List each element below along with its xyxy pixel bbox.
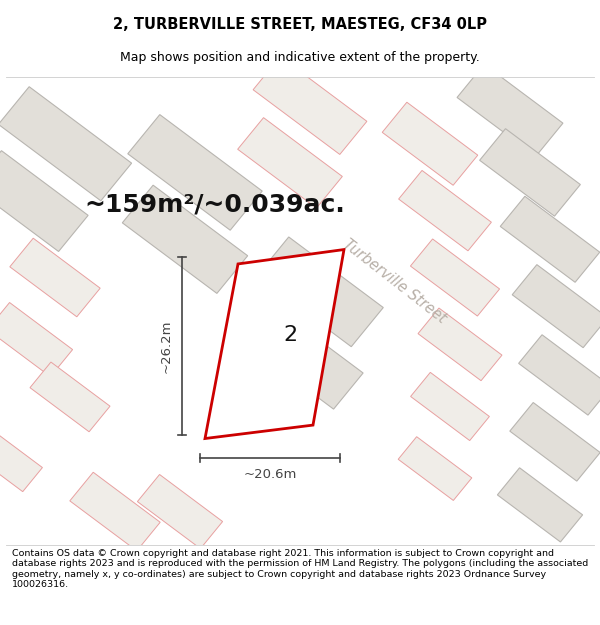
Polygon shape — [238, 118, 343, 208]
Polygon shape — [457, 64, 563, 156]
Text: ~159m²/~0.039ac.: ~159m²/~0.039ac. — [85, 192, 346, 216]
Polygon shape — [257, 237, 383, 347]
Text: Map shows position and indicative extent of the property.: Map shows position and indicative extent… — [120, 51, 480, 64]
Polygon shape — [122, 185, 248, 293]
Polygon shape — [0, 302, 73, 377]
Polygon shape — [137, 474, 223, 549]
Polygon shape — [128, 114, 262, 230]
Polygon shape — [500, 196, 600, 282]
Polygon shape — [10, 238, 100, 317]
Polygon shape — [253, 57, 367, 154]
Polygon shape — [510, 402, 600, 481]
Polygon shape — [479, 129, 580, 216]
Polygon shape — [410, 239, 500, 316]
Polygon shape — [410, 372, 490, 441]
Polygon shape — [382, 102, 478, 185]
Text: Turberville Street: Turberville Street — [341, 236, 449, 326]
Text: Contains OS data © Crown copyright and database right 2021. This information is : Contains OS data © Crown copyright and d… — [12, 549, 588, 589]
Text: ~20.6m: ~20.6m — [244, 468, 296, 481]
Text: 2: 2 — [283, 325, 297, 345]
Polygon shape — [518, 335, 600, 415]
Polygon shape — [205, 249, 344, 439]
Polygon shape — [497, 468, 583, 542]
Polygon shape — [0, 87, 131, 201]
Polygon shape — [0, 426, 43, 492]
Polygon shape — [398, 437, 472, 501]
Text: 2, TURBERVILLE STREET, MAESTEG, CF34 0LP: 2, TURBERVILLE STREET, MAESTEG, CF34 0LP — [113, 17, 487, 32]
Polygon shape — [418, 308, 502, 381]
Polygon shape — [0, 151, 88, 251]
Text: ~26.2m: ~26.2m — [160, 319, 173, 372]
Polygon shape — [70, 472, 160, 551]
Polygon shape — [30, 362, 110, 432]
Polygon shape — [398, 171, 491, 251]
Polygon shape — [512, 264, 600, 348]
Polygon shape — [247, 308, 363, 409]
